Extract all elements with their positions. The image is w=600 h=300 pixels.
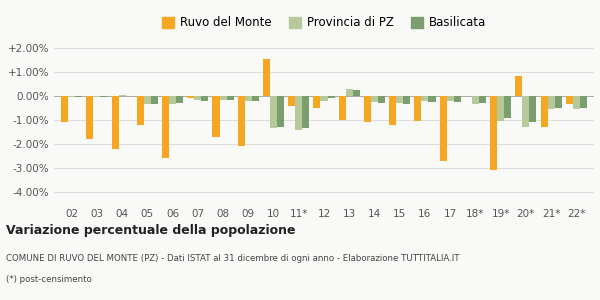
Bar [515, 76, 523, 96]
Bar [194, 96, 202, 100]
Bar [68, 96, 75, 97]
Bar [212, 96, 220, 137]
Bar [378, 96, 385, 103]
Bar [403, 96, 410, 104]
Bar [328, 96, 335, 98]
Bar [428, 96, 436, 102]
Bar [238, 96, 245, 146]
Bar [137, 96, 144, 125]
Bar [364, 96, 371, 122]
Bar [541, 96, 548, 127]
Bar [86, 96, 94, 139]
Bar [479, 96, 486, 103]
Bar [61, 96, 68, 122]
Bar [119, 95, 125, 96]
Bar [504, 96, 511, 118]
Bar [454, 96, 461, 102]
Bar [75, 96, 82, 97]
Bar [415, 96, 421, 121]
Bar [313, 96, 320, 108]
Bar [288, 96, 295, 106]
Bar [252, 96, 259, 101]
Bar [227, 96, 233, 100]
Bar [472, 96, 479, 104]
Bar [338, 96, 346, 120]
Bar [151, 96, 158, 104]
Text: COMUNE DI RUVO DEL MONTE (PZ) - Dati ISTAT al 31 dicembre di ogni anno - Elabora: COMUNE DI RUVO DEL MONTE (PZ) - Dati IST… [6, 254, 460, 263]
Bar [548, 96, 554, 109]
Bar [421, 96, 428, 101]
Bar [396, 96, 403, 103]
Bar [554, 96, 562, 108]
Bar [573, 96, 580, 109]
Bar [245, 96, 252, 101]
Bar [302, 96, 310, 128]
Bar [580, 96, 587, 108]
Bar [94, 96, 100, 97]
Bar [277, 96, 284, 127]
Bar [112, 96, 119, 149]
Bar [169, 96, 176, 104]
Bar [320, 96, 328, 101]
Bar [490, 96, 497, 170]
Bar [162, 96, 169, 158]
Bar [371, 96, 378, 102]
Bar [440, 96, 446, 161]
Bar [566, 96, 573, 104]
Text: Variazione percentuale della popolazione: Variazione percentuale della popolazione [6, 224, 296, 237]
Bar [263, 59, 270, 96]
Bar [523, 96, 529, 127]
Bar [176, 96, 183, 103]
Legend: Ruvo del Monte, Provincia di PZ, Basilicata: Ruvo del Monte, Provincia di PZ, Basilic… [157, 12, 491, 34]
Bar [100, 96, 107, 97]
Bar [497, 96, 504, 121]
Bar [187, 96, 194, 98]
Bar [346, 89, 353, 96]
Bar [202, 96, 208, 101]
Bar [389, 96, 396, 125]
Text: (*) post-censimento: (*) post-censimento [6, 275, 92, 284]
Bar [295, 96, 302, 130]
Bar [446, 96, 454, 101]
Bar [144, 96, 151, 104]
Bar [220, 96, 227, 100]
Bar [529, 96, 536, 122]
Bar [353, 90, 360, 96]
Bar [270, 96, 277, 128]
